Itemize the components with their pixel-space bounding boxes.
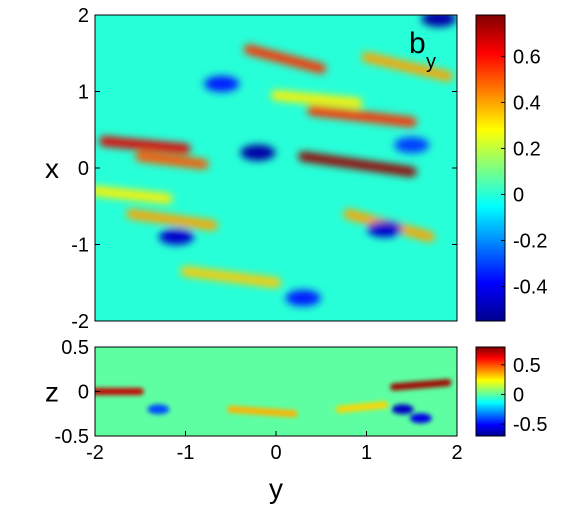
field-streak-1 xyxy=(135,151,209,170)
top-y-tick-label: 2 xyxy=(78,5,89,27)
field-streak-3 xyxy=(335,401,389,413)
colorbar-tick-label: -0.5 xyxy=(513,414,547,436)
top-y-tick-label: 0 xyxy=(78,158,89,180)
field-spot-6 xyxy=(394,137,430,154)
bottom-x-tick-label: -2 xyxy=(86,442,104,464)
bottom-x-axis-label: y xyxy=(269,473,283,504)
top-y-ticks: 2 1 0 -1 -2 xyxy=(71,5,457,333)
bottom-x-ticks: -2 -1 0 1 2 xyxy=(86,431,463,464)
colorbar-tick-label: 0.2 xyxy=(513,138,541,160)
field-streak-0 xyxy=(99,136,191,154)
field-streak-7 xyxy=(180,266,281,288)
bottom-heatmap-background xyxy=(95,347,457,436)
bottom-colorbar-ticks: 0.5 0 -0.5 xyxy=(501,355,547,436)
bottom-colorbar-gradient xyxy=(475,346,506,437)
bottom-y-ticks: 0.5 0 -0.5 xyxy=(55,337,100,448)
field-annotation-subscript: y xyxy=(426,51,436,73)
colorbar-tick-label: 0.4 xyxy=(513,92,541,114)
field-spot-1 xyxy=(391,404,414,415)
field-spot-0 xyxy=(147,404,170,415)
top-heatmap-panel: 2 1 0 -1 -2 x b y xyxy=(45,5,458,333)
bottom-colorbar: 0.5 0 -0.5 xyxy=(475,346,547,437)
top-heatmap-field xyxy=(95,15,457,307)
bottom-x-tick-label: 2 xyxy=(451,442,462,464)
field-spot-2 xyxy=(409,413,432,424)
field-streak-1 xyxy=(390,379,452,391)
bottom-heatmap-field xyxy=(95,379,452,424)
field-spot-5 xyxy=(204,75,240,92)
colorbar-tick-label: -0.4 xyxy=(513,276,547,298)
colorbar-tick-label: 0 xyxy=(513,384,524,406)
colorbar-tick-label: 0.5 xyxy=(513,355,541,377)
field-annotation: b xyxy=(409,27,426,60)
field-streak-5 xyxy=(126,208,218,231)
field-streak-2 xyxy=(298,151,417,177)
bottom-x-tick-label: 0 xyxy=(270,442,281,464)
top-colorbar: 0.6 0.4 0.2 0 -0.2 -0.4 xyxy=(475,14,547,322)
field-streak-10 xyxy=(271,90,363,108)
top-colorbar-ticks: 0.6 0.4 0.2 0 -0.2 -0.4 xyxy=(501,46,547,298)
field-spot-4 xyxy=(285,290,321,307)
bottom-x-tick-label: -1 xyxy=(177,442,195,464)
bottom-y-axis-label: z xyxy=(45,377,59,408)
colorbar-tick-label: 0.6 xyxy=(513,46,541,68)
field-streak-3 xyxy=(307,105,417,128)
field-spot-3 xyxy=(367,221,403,238)
field-streak-8 xyxy=(361,52,453,82)
bottom-y-tick-label: -0.5 xyxy=(55,426,89,448)
colorbar-tick-label: -0.2 xyxy=(513,230,547,252)
bottom-y-tick-label: 0 xyxy=(78,382,89,404)
colorbar-tick-label: 0 xyxy=(513,184,524,206)
field-streak-9 xyxy=(95,185,173,204)
top-y-tick-label: 1 xyxy=(78,82,89,104)
field-spot-2 xyxy=(421,15,457,27)
field-spot-0 xyxy=(240,144,276,161)
top-y-tick-label: -1 xyxy=(71,235,89,257)
field-streak-2 xyxy=(227,405,298,418)
field-spot-1 xyxy=(158,228,195,245)
field-streak-4 xyxy=(243,44,327,74)
bottom-heatmap-panel: 0.5 0 -0.5 -2 -1 0 1 2 z y xyxy=(45,337,463,504)
top-y-axis-label: x xyxy=(45,153,59,184)
bottom-x-tick-label: 1 xyxy=(361,442,372,464)
top-y-tick-label: -2 xyxy=(71,311,89,333)
bottom-y-tick-label: 0.5 xyxy=(61,337,89,359)
top-colorbar-gradient xyxy=(475,14,506,322)
